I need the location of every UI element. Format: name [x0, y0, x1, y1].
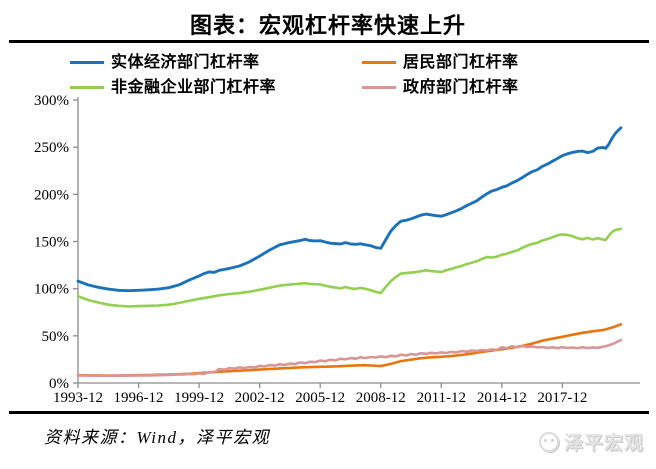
legend-item-government: 政府部门杠杆率	[362, 76, 519, 99]
legend-label: 非金融企业部门杠杆率	[111, 78, 277, 96]
legend-label: 实体经济部门杠杆率	[111, 53, 260, 71]
source-note: 资料来源：Wind，泽平宏观	[44, 428, 270, 447]
brand-name: 泽平宏观	[563, 433, 644, 454]
y-tick-label: 200%	[34, 187, 69, 203]
legend-item-real-economy: 实体经济部门杠杆率	[70, 51, 362, 74]
series-line-0	[76, 126, 623, 293]
y-tick-label: 300%	[34, 93, 69, 109]
x-tick-label: 2005-12	[295, 390, 345, 406]
legend-label: 居民部门杠杆率	[403, 53, 519, 71]
x-tick-label: 2011-12	[417, 390, 466, 406]
chart-legend: 实体经济部门杠杆率 居民部门杠杆率 非金融企业部门杠杆率 政府部门杠杆率	[70, 51, 519, 99]
legend-line-icon	[362, 86, 396, 89]
y-tick-label: 150%	[34, 235, 69, 251]
x-tick-label: 1999-12	[174, 390, 224, 406]
legend-line-icon	[70, 61, 104, 64]
legend-line-icon	[70, 86, 104, 89]
x-tick-label: 2017-12	[537, 390, 587, 406]
y-tick-label: 0%	[49, 376, 69, 392]
series-line-3	[76, 338, 623, 378]
y-tick-label: 250%	[34, 140, 69, 156]
y-tick-label: 100%	[34, 282, 69, 298]
divider-bottom	[9, 411, 649, 414]
brand-watermark: 泽平宏观	[538, 428, 644, 455]
x-tick-label: 2014-12	[477, 390, 527, 406]
legend-label: 政府部门杠杆率	[403, 78, 519, 96]
legend-line-icon	[362, 61, 396, 64]
x-tick-label: 1993-12	[53, 390, 103, 406]
series-line-1	[76, 322, 623, 377]
x-tick-label: 1996-12	[114, 390, 164, 406]
y-tick-label: 50%	[42, 329, 70, 345]
x-tick-label: 2002-12	[235, 390, 285, 406]
legend-item-non-financial-corporate: 非金融企业部门杠杆率	[70, 76, 362, 99]
series-line-2	[76, 227, 623, 308]
legend-item-household: 居民部门杠杆率	[362, 51, 519, 74]
brand-logo-icon	[538, 431, 559, 452]
chart-title: 图表：宏观杠杆率快速上升	[189, 13, 466, 38]
x-tick-label: 2008-12	[356, 390, 406, 406]
divider-top	[9, 40, 649, 43]
